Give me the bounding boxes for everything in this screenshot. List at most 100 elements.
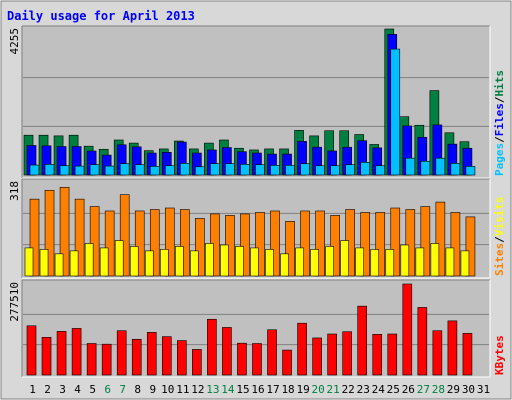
bar-visits-day-25 xyxy=(385,249,395,277)
day-25-bars xyxy=(387,333,398,376)
day-12-bars xyxy=(192,349,202,376)
bar-visits-day-11 xyxy=(175,246,184,277)
x-tick-label-day-21: 21 xyxy=(327,383,340,396)
day-28-bars xyxy=(430,201,446,277)
day-30-bars xyxy=(460,216,476,277)
day-6-bars xyxy=(98,148,115,176)
x-tick-label-day-18: 18 xyxy=(281,383,294,396)
bar-kbytes-day-23 xyxy=(357,305,368,376)
bar-visits-day-2 xyxy=(39,249,49,277)
day-22-bars xyxy=(342,331,352,376)
bar-pages-day-28 xyxy=(435,157,446,176)
panel-mid: 318 Sites/Visits xyxy=(8,178,506,279)
x-tick-label-day-30: 30 xyxy=(462,383,475,396)
legend-entry-0: KBytes xyxy=(493,335,506,375)
day-4-bars xyxy=(69,198,85,277)
day-5-bars xyxy=(84,206,100,277)
bar-sites-day-17 xyxy=(270,210,280,277)
day-11-bars xyxy=(177,340,187,376)
bar-sites-day-19 xyxy=(300,210,310,277)
x-tick-label-day-31: 31 xyxy=(477,383,490,396)
day-9-bars xyxy=(146,332,157,376)
bar-visits-day-14 xyxy=(220,244,229,277)
bar-visits-day-22 xyxy=(340,240,349,277)
y-max-label: 4255 xyxy=(8,28,21,55)
bar-kbytes-day-1 xyxy=(26,325,37,376)
bar-visits-day-6 xyxy=(99,247,109,277)
bar-kbytes-day-18 xyxy=(282,349,292,376)
day-27-bars xyxy=(417,307,428,376)
bar-sites-day-11 xyxy=(180,209,190,277)
day-19-bars xyxy=(294,130,310,176)
bar-pages-day-17 xyxy=(270,165,280,176)
day-29-bars xyxy=(444,132,461,176)
bar-sites-day-20 xyxy=(315,210,325,277)
bar-visits-day-13 xyxy=(205,243,214,277)
x-tick-label-day-24: 24 xyxy=(372,383,386,396)
legend-entry-4: Hits xyxy=(493,70,506,97)
day-6-bars xyxy=(99,210,115,277)
bar-kbytes-day-9 xyxy=(146,332,157,376)
bar-kbytes-day-28 xyxy=(432,330,443,376)
bar-kbytes-day-10 xyxy=(161,336,172,376)
bar-visits-day-7 xyxy=(114,240,124,277)
bar-pages-day-1 xyxy=(29,164,40,176)
day-21-bars xyxy=(325,215,340,277)
bar-kbytes-day-6 xyxy=(101,343,112,376)
x-tick-label-day-14: 14 xyxy=(221,383,235,396)
bar-kbytes-day-8 xyxy=(131,338,142,376)
day-22-bars xyxy=(339,130,355,176)
x-tick-label-day-17: 17 xyxy=(266,383,279,396)
bar-sites-day-30 xyxy=(465,216,476,277)
day-17-bars xyxy=(265,210,280,277)
x-tick-label-day-8: 8 xyxy=(134,383,141,396)
legend-entry-2: Files xyxy=(493,103,506,136)
bar-visits-day-15 xyxy=(235,246,244,277)
bar-sites-day-29 xyxy=(450,212,461,277)
bar-sites-day-6 xyxy=(104,210,115,277)
day-29-bars xyxy=(445,212,461,277)
bar-kbytes-day-27 xyxy=(417,307,428,376)
day-30-bars xyxy=(459,141,476,176)
day-13-bars xyxy=(207,318,217,376)
bar-sites-day-15 xyxy=(240,213,250,277)
day-7-bars xyxy=(114,194,130,277)
x-tick-label-day-12: 12 xyxy=(191,383,204,396)
day-23-bars xyxy=(355,212,371,277)
day-12-bars xyxy=(189,148,205,176)
day-19-bars xyxy=(297,322,307,376)
bar-pages-day-2 xyxy=(44,164,55,176)
day-26-bars xyxy=(400,209,416,277)
day-21-bars xyxy=(327,333,337,376)
x-tick-label-day-7: 7 xyxy=(119,383,126,396)
day-26-bars xyxy=(399,116,416,176)
bar-pages-day-18 xyxy=(285,165,295,176)
day-17-bars xyxy=(267,329,277,376)
bar-sites-day-9 xyxy=(149,209,160,277)
panel-bot: 277510 KBytes xyxy=(8,279,506,378)
bar-sites-day-3 xyxy=(59,187,70,277)
day-14-bars xyxy=(220,215,235,277)
bar-pages-day-13 xyxy=(210,163,220,176)
bar-kbytes-day-29 xyxy=(447,320,458,376)
day-29-bars xyxy=(447,320,458,376)
day-22-bars xyxy=(340,209,355,277)
legend-entry-0: Pages xyxy=(493,143,506,176)
bar-visits-day-21 xyxy=(325,246,334,277)
legend-entry-0: Sites xyxy=(493,243,506,276)
bar-sites-day-7 xyxy=(119,194,130,277)
x-axis-labels: 1 2 3 4 5 6 7 8 9 10 11 12 13 14 15 16 17 18 19 20 21 22 23 24 2… xyxy=(29,383,490,396)
bar-kbytes-day-30 xyxy=(462,333,473,376)
x-tick-label-day-4: 4 xyxy=(74,383,81,396)
day-16-bars xyxy=(250,212,265,277)
bar-pages-day-11 xyxy=(180,163,190,176)
bar-kbytes-day-17 xyxy=(267,329,277,376)
day-23-bars xyxy=(354,134,371,176)
bar-visits-day-10 xyxy=(159,249,169,277)
bar-visits-day-29 xyxy=(445,247,455,277)
bar-pages-day-21 xyxy=(330,165,340,176)
bar-pages-day-14 xyxy=(225,163,235,176)
x-tick-label-day-20: 20 xyxy=(312,383,325,396)
